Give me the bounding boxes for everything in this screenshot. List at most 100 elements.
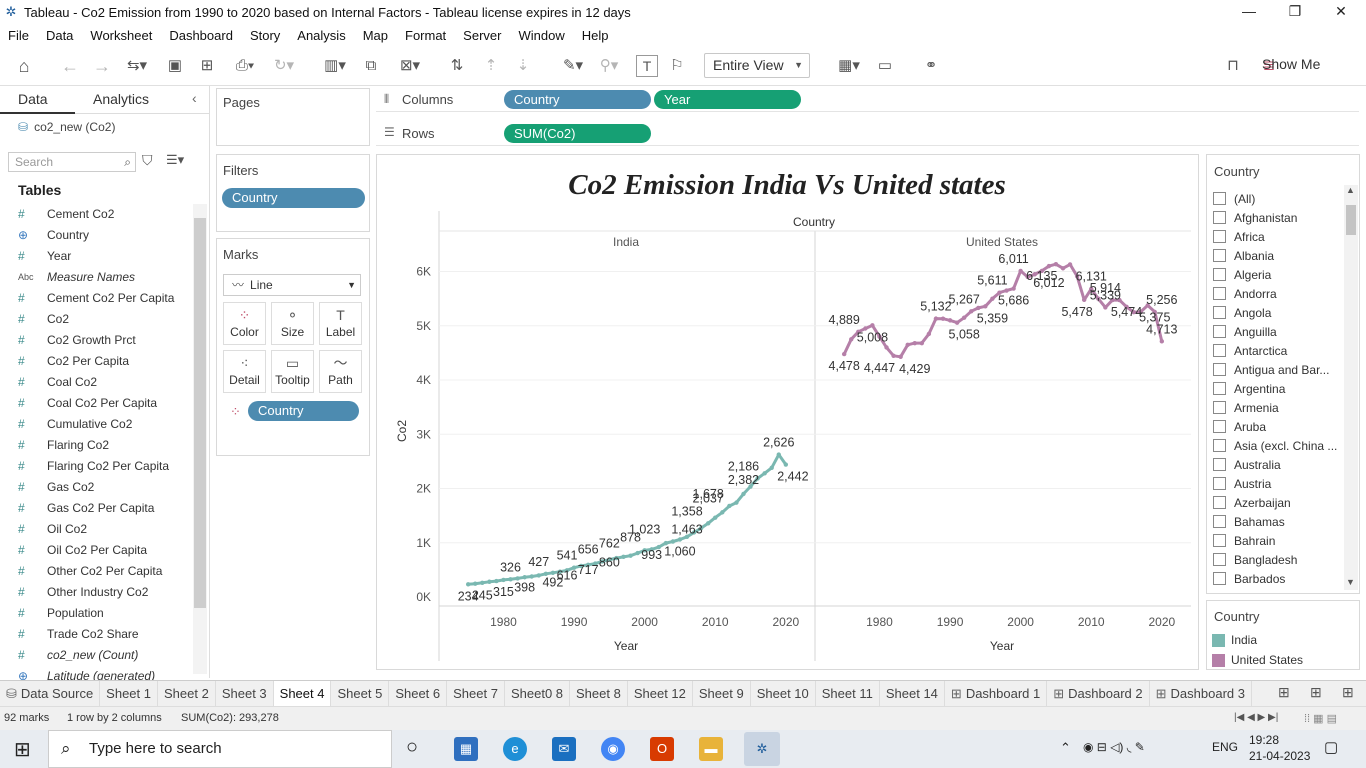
replay-icon[interactable]: ⇆▾	[126, 57, 148, 74]
field-list-scrollbar[interactable]	[193, 204, 207, 674]
sheet-tab-sheet-4[interactable]: Sheet 4	[273, 680, 332, 707]
filter-item-aruba[interactable]: Aruba	[1213, 417, 1343, 436]
checkbox[interactable]	[1213, 325, 1226, 338]
checkbox[interactable]	[1213, 268, 1226, 281]
new-worksheet-icon[interactable]: ▥▾	[324, 57, 346, 74]
rows-shelf[interactable]: ☰ Rows SUM(Co2)	[376, 122, 1359, 146]
pages-shelf[interactable]: Pages	[216, 88, 370, 146]
field-cement-co2[interactable]: # Cement Co2	[18, 203, 193, 224]
field-gas-co2[interactable]: # Gas Co2	[18, 476, 193, 497]
checkbox[interactable]	[1213, 553, 1226, 566]
field-flaring-co2[interactable]: # Flaring Co2	[18, 434, 193, 455]
columns-pill-country[interactable]: Country	[504, 90, 651, 109]
checkbox[interactable]	[1213, 477, 1226, 490]
filter-item-bahrain[interactable]: Bahrain	[1213, 531, 1343, 550]
filter-item-antarctica[interactable]: Antarctica	[1213, 341, 1343, 360]
filter-item-all[interactable]: (All)	[1213, 189, 1343, 208]
presentation-icon[interactable]: ▭	[877, 57, 893, 74]
filter-item-asia-excl-china[interactable]: Asia (excl. China ...	[1213, 436, 1343, 455]
menu-format[interactable]: Format	[405, 27, 447, 43]
checkbox[interactable]	[1213, 344, 1226, 357]
undo-icon[interactable]: ←	[61, 56, 79, 76]
show-me-button[interactable]: Show Me	[1262, 56, 1321, 72]
filter-item-afghanistan[interactable]: Afghanistan	[1213, 208, 1343, 227]
marks-pill-country[interactable]: Country	[248, 401, 359, 421]
field-search-input[interactable]: Search ⌕	[8, 152, 136, 172]
filter-item-argentina[interactable]: Argentina	[1213, 379, 1343, 398]
file-explorer-icon[interactable]: ▬	[699, 737, 723, 761]
field-oil-co2[interactable]: # Oil Co2	[18, 518, 193, 539]
clock-time[interactable]: 19:28	[1249, 733, 1280, 747]
field-other-industry-co2[interactable]: # Other Industry Co2	[18, 581, 193, 602]
scroll-up-icon[interactable]: ▲	[1346, 185, 1355, 195]
filter-item-australia[interactable]: Australia	[1213, 455, 1343, 474]
filter-item-angola[interactable]: Angola	[1213, 303, 1343, 322]
field-other-co2-per-capita[interactable]: # Other Co2 Per Capita	[18, 560, 193, 581]
sort-ascending-icon[interactable]: ⇡	[484, 57, 498, 74]
field-cumulative-co2[interactable]: # Cumulative Co2	[18, 413, 193, 434]
label-button[interactable]: T Label	[319, 302, 362, 345]
field-cement-co2-per-capita[interactable]: # Cement Co2 Per Capita	[18, 287, 193, 308]
field-trade-co2-share[interactable]: # Trade Co2 Share	[18, 623, 193, 644]
scrollbar-thumb[interactable]	[194, 218, 206, 608]
sheet-tab-dashboard-2[interactable]: ⊞ Dashboard 2	[1047, 680, 1150, 707]
filter-item-barbados[interactable]: Barbados	[1213, 569, 1343, 588]
sheet-tab-sheet-7[interactable]: Sheet 7	[447, 680, 505, 707]
duplicate-icon[interactable]: ⧉	[365, 57, 377, 74]
clock-date[interactable]: 21-04-2023	[1249, 749, 1311, 763]
scroll-down-icon[interactable]: ▼	[1346, 577, 1355, 587]
sheet-tab-sheet-14[interactable]: Sheet 14	[880, 680, 945, 707]
swap-icon[interactable]: ⇅	[450, 57, 464, 74]
checkbox[interactable]	[1213, 230, 1226, 243]
new-worksheet-tab-icon[interactable]: ⊞	[1278, 684, 1290, 700]
field-coal-co2[interactable]: # Coal Co2	[18, 371, 193, 392]
refresh-icon[interactable]: ↻▾	[273, 57, 295, 74]
columns-pill-year[interactable]: Year	[654, 90, 801, 109]
mail-icon[interactable]: ✉	[552, 737, 576, 761]
format-painter-icon[interactable]: ⊓	[1227, 57, 1239, 74]
language-indicator[interactable]: ENG	[1212, 740, 1239, 754]
checkbox[interactable]	[1213, 382, 1226, 395]
sheet-tab-sheet0-8[interactable]: Sheet0 8	[505, 680, 571, 707]
tooltip-button[interactable]: ▭ Tooltip	[271, 350, 314, 393]
redo-icon[interactable]: →	[93, 56, 111, 76]
menu-worksheet[interactable]: Worksheet	[90, 27, 153, 43]
sheet-tab-sheet-1[interactable]: Sheet 1	[100, 680, 158, 707]
checkbox[interactable]	[1213, 401, 1226, 414]
clear-sheet-icon[interactable]: ⊠▾	[399, 57, 421, 74]
minimize-icon[interactable]: —	[1242, 3, 1256, 19]
pause-updates-icon[interactable]: ⎙▾	[235, 57, 255, 74]
sheet-tab-sheet-3[interactable]: Sheet 3	[216, 680, 274, 707]
fit-icon[interactable]: ▦▾	[838, 57, 860, 74]
menu-story[interactable]: Story	[249, 27, 281, 43]
filter-item-armenia[interactable]: Armenia	[1213, 398, 1343, 417]
columns-shelf[interactable]: ⫴ Columns Country Year	[376, 88, 1359, 112]
filter-card-scrollbar[interactable]: ▲ ▼	[1344, 185, 1358, 590]
task-view-icon[interactable]: ○	[406, 736, 419, 758]
color-button[interactable]: ⁘ Color	[223, 302, 266, 345]
view-toggle-icons[interactable]: ⁞⁞ ▦ ▤	[1304, 713, 1338, 725]
detail-button[interactable]: ⁖ Detail	[223, 350, 266, 393]
edge-icon[interactable]: e	[503, 737, 527, 761]
sort-descending-icon[interactable]: ⇣	[516, 57, 530, 74]
new-datasource-icon[interactable]: ⊞	[200, 57, 214, 74]
checkbox[interactable]	[1213, 534, 1226, 547]
filters-shelf[interactable]: Filters Country	[216, 154, 370, 232]
menu-help[interactable]: Help	[581, 27, 609, 43]
menu-window[interactable]: Window	[518, 27, 565, 43]
checkbox[interactable]	[1213, 496, 1226, 509]
home-icon[interactable]: ⌂	[18, 56, 30, 76]
sheet-tab-sheet-11[interactable]: Sheet 11	[816, 680, 880, 707]
tableau-taskbar-icon[interactable]: ✲	[744, 732, 780, 766]
scrollbar-thumb[interactable]	[1346, 205, 1356, 235]
filter-pill-country[interactable]: Country	[222, 188, 365, 208]
checkbox[interactable]	[1213, 420, 1226, 433]
sheet-tab-sheet-6[interactable]: Sheet 6	[389, 680, 448, 707]
field-measure-names[interactable]: Abc Measure Names	[18, 266, 193, 287]
filter-item-anguilla[interactable]: Anguilla	[1213, 322, 1343, 341]
sheet-tab-sheet-2[interactable]: Sheet 2	[158, 680, 216, 707]
new-dashboard-tab-icon[interactable]: ⊞	[1310, 684, 1322, 700]
checkbox[interactable]	[1213, 249, 1226, 262]
sheet-tab-data-source[interactable]: ⛁ Data Source	[0, 680, 101, 707]
tray-chevron-icon[interactable]: ⌃	[1060, 740, 1071, 755]
